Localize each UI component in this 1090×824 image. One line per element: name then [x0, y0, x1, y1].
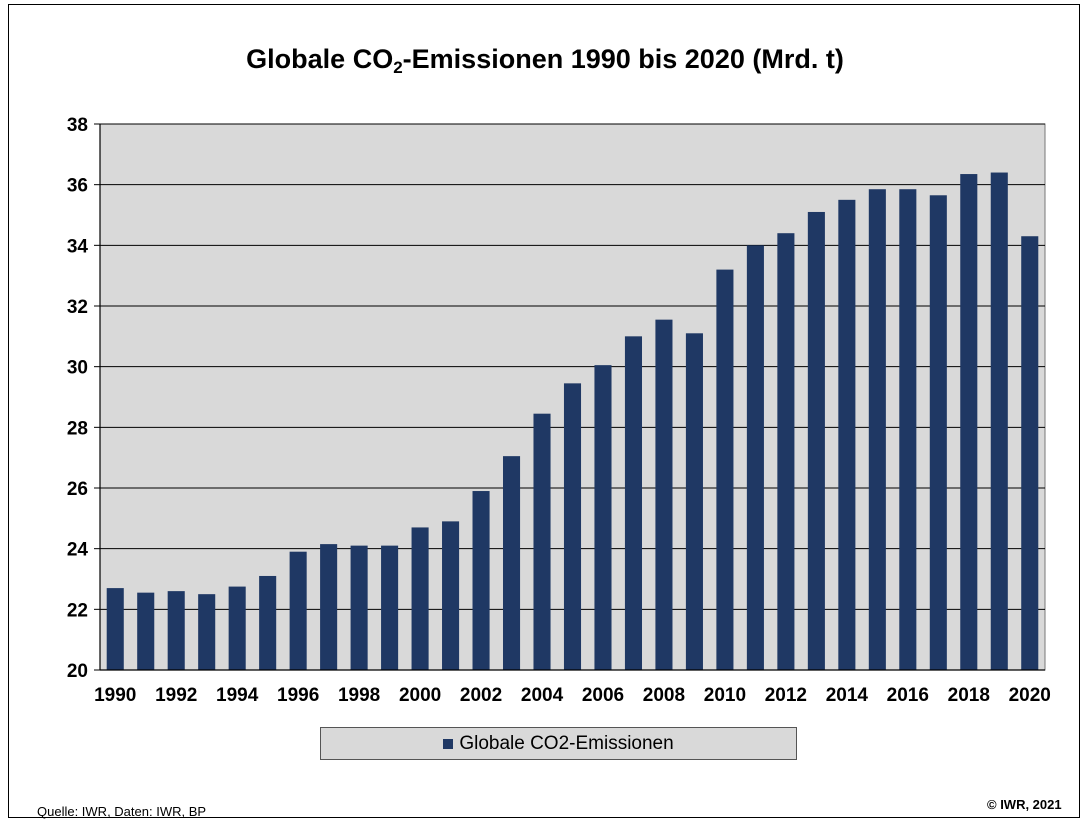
title-prefix: Globale CO — [246, 44, 394, 74]
x-tick-label: 2002 — [460, 685, 502, 706]
bar-2003 — [502, 456, 521, 670]
legend: Globale CO2-Emissionen — [320, 727, 797, 760]
x-tick-label: 1992 — [155, 685, 197, 706]
x-tick-label: 2004 — [521, 685, 564, 706]
x-tick-label: 2020 — [1009, 685, 1051, 706]
bar-2009 — [685, 333, 703, 670]
bar-1990 — [106, 588, 124, 670]
bar-chart: 20 22 24 26 28 30 32 34 36 38 1990 1992 1994 1996 199… — [67, 115, 1051, 706]
x-tick-label: 2008 — [643, 685, 685, 706]
bar-1996 — [289, 551, 307, 670]
y-tick-label: 32 — [67, 297, 88, 318]
y-tick-label: 24 — [67, 540, 89, 561]
copyright-note: © IWR, 2021 — [987, 797, 1062, 812]
y-tick-label: 30 — [67, 358, 88, 379]
bar-2020 — [1021, 236, 1039, 670]
bar-2018 — [960, 174, 978, 671]
bar-2001 — [442, 521, 460, 670]
x-tick-label: 2016 — [887, 685, 929, 706]
chart-title: Globale CO2-Emissionen 1990 bis 2020 (Mr… — [0, 44, 1090, 78]
y-tick-label: 28 — [67, 418, 88, 439]
bar-1991 — [137, 592, 155, 670]
bar-2007 — [624, 336, 643, 670]
y-tick-label: 22 — [67, 600, 88, 621]
x-tick-label: 2018 — [948, 685, 990, 706]
x-tick-label: 2012 — [765, 685, 807, 706]
bar-2011 — [746, 245, 764, 671]
bar-2015 — [868, 189, 886, 670]
bar-2006 — [594, 365, 612, 670]
bar-1992 — [167, 591, 185, 670]
bar-1994 — [228, 586, 246, 670]
bar-1995 — [259, 575, 277, 670]
bar-2017 — [929, 195, 947, 671]
bar-2014 — [838, 199, 856, 671]
x-tick-label: 1998 — [338, 685, 380, 706]
y-tick-label: 34 — [67, 236, 89, 257]
x-tick-label: 1990 — [94, 685, 136, 706]
bar-2005 — [563, 383, 582, 670]
bar-2008 — [655, 319, 673, 670]
legend-label: Globale CO2-Emissionen — [459, 732, 674, 754]
x-tick-label: 1996 — [277, 685, 319, 706]
bar-2016 — [899, 189, 917, 670]
legend-swatch — [443, 738, 454, 749]
bar-2000 — [411, 527, 429, 670]
source-note: Quelle: IWR, Daten: IWR, BP — [37, 804, 207, 819]
bar-1999 — [381, 545, 399, 670]
bar-2012 — [777, 233, 795, 670]
title-subscript: 2 — [393, 58, 403, 77]
y-tick-label: 20 — [67, 661, 88, 682]
x-tick-label: 1994 — [216, 685, 259, 706]
bar-2004 — [533, 413, 551, 670]
y-tick-label: 26 — [67, 479, 88, 500]
x-tick-label: 2006 — [582, 685, 624, 706]
bar-1998 — [350, 545, 368, 670]
bar-2019 — [990, 172, 1008, 671]
x-tick-label: 2010 — [704, 685, 746, 706]
bar-2013 — [807, 211, 825, 670]
bar-1997 — [320, 544, 338, 670]
y-tick-label: 36 — [67, 176, 88, 197]
x-tick-label: 2000 — [399, 685, 441, 706]
bar-1993 — [198, 594, 216, 670]
y-tick-label: 38 — [67, 115, 88, 136]
x-tick-label: 2014 — [826, 685, 869, 706]
title-suffix: -Emissionen 1990 bis 2020 (Mrd. t) — [402, 44, 844, 74]
bar-2010 — [716, 269, 734, 670]
bar-2002 — [472, 491, 490, 670]
